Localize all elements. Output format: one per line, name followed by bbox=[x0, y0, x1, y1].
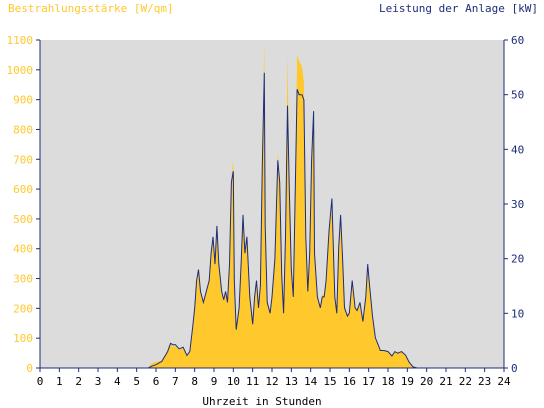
x-tick-label: 12 bbox=[265, 375, 278, 388]
left-tick-label: 300 bbox=[13, 273, 33, 286]
x-tick-label: 16 bbox=[343, 375, 356, 388]
x-tick-label: 8 bbox=[191, 375, 198, 388]
left-tick-label: 600 bbox=[13, 183, 33, 196]
chart-marks bbox=[40, 40, 504, 369]
x-tick-label: 0 bbox=[37, 375, 44, 388]
left-axis-title: Bestrahlungsstärke [W/qm] bbox=[8, 2, 174, 15]
right-tick-label: 0 bbox=[511, 362, 518, 375]
right-tick-label: 60 bbox=[511, 34, 524, 47]
x-tick-label: 22 bbox=[459, 375, 472, 388]
x-tick-label: 6 bbox=[153, 375, 160, 388]
left-tick-label: 100 bbox=[13, 332, 33, 345]
x-tick-label: 13 bbox=[285, 375, 298, 388]
left-tick-label: 1000 bbox=[7, 64, 34, 77]
left-tick-label: 500 bbox=[13, 213, 33, 226]
x-tick-label: 23 bbox=[478, 375, 491, 388]
x-tick-label: 4 bbox=[114, 375, 121, 388]
left-tick-label: 1100 bbox=[7, 34, 34, 47]
x-tick-label: 10 bbox=[227, 375, 240, 388]
left-tick-label: 400 bbox=[13, 243, 33, 256]
x-axis-title: Uhrzeit in Stunden bbox=[202, 395, 321, 408]
left-tick-label: 200 bbox=[13, 302, 33, 315]
right-tick-label: 10 bbox=[511, 307, 524, 320]
right-tick-label: 20 bbox=[511, 253, 524, 266]
power-line bbox=[40, 72, 504, 369]
x-tick-label: 18 bbox=[381, 375, 394, 388]
left-tick-label: 900 bbox=[13, 94, 33, 107]
x-tick-label: 21 bbox=[439, 375, 452, 388]
x-tick-label: 9 bbox=[211, 375, 218, 388]
x-tick-label: 17 bbox=[362, 375, 375, 388]
chart-axes: 0 1 2 3 4 5 6 7 8 9 10 11 12 13 14 15 16 17 18 19 20 21 22 23 24… bbox=[7, 34, 525, 388]
x-tick-label: 14 bbox=[304, 375, 318, 388]
x-tick-label: 3 bbox=[95, 375, 102, 388]
left-tick-label: 800 bbox=[13, 123, 33, 136]
irradiance-area bbox=[40, 40, 504, 368]
x-tick-label: 7 bbox=[172, 375, 179, 388]
x-tick-label: 15 bbox=[323, 375, 336, 388]
x-tick-label: 19 bbox=[401, 375, 414, 388]
x-tick-label: 5 bbox=[133, 375, 140, 388]
right-tick-label: 40 bbox=[511, 143, 524, 156]
right-tick-label: 50 bbox=[511, 89, 524, 102]
right-axis-title: Leistung der Anlage [kW] bbox=[379, 2, 538, 15]
x-tick-label: 1 bbox=[56, 375, 63, 388]
x-tick-label: 20 bbox=[420, 375, 433, 388]
right-tick-label: 30 bbox=[511, 198, 524, 211]
x-tick-label: 24 bbox=[497, 375, 511, 388]
x-tick-label: 2 bbox=[75, 375, 82, 388]
x-tick-label: 11 bbox=[246, 375, 259, 388]
left-tick-label: 700 bbox=[13, 153, 33, 166]
left-tick-label: 0 bbox=[26, 362, 33, 375]
